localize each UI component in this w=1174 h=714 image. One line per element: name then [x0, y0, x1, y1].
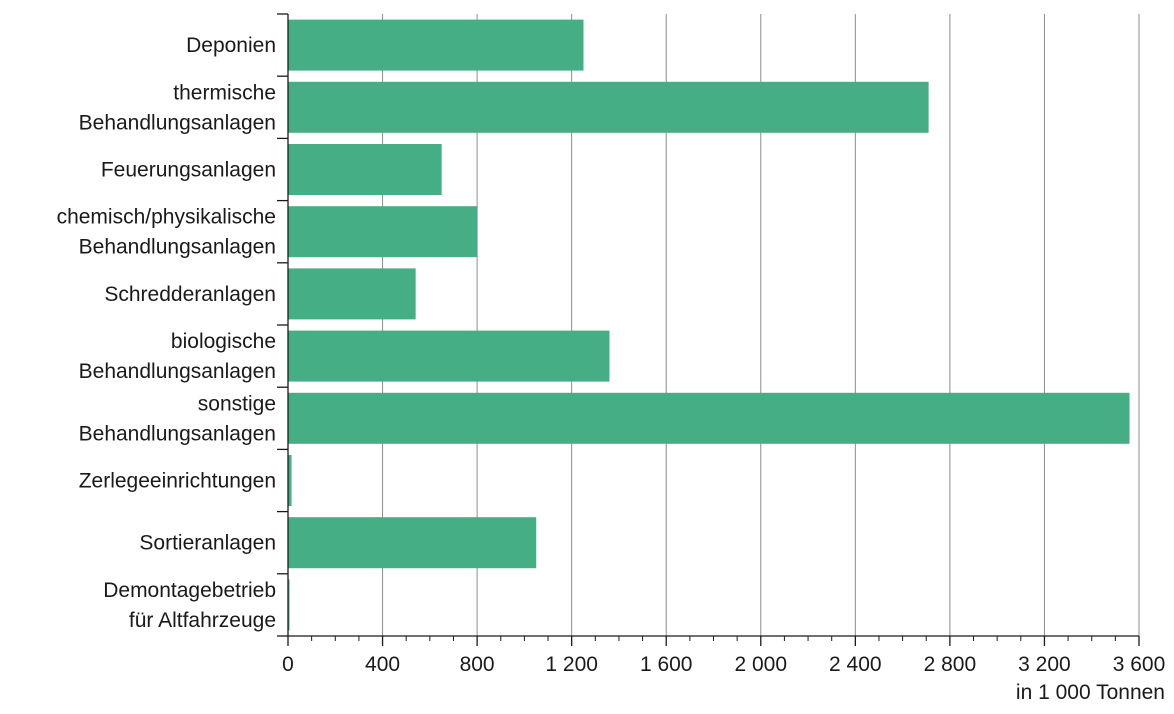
category-label-line: Demontagebetrieb [103, 579, 276, 602]
category-label-line: Schredderanlagen [104, 283, 276, 306]
category-label: Deponien [186, 34, 276, 57]
category-label-line: chemisch/physikalische [57, 206, 276, 229]
bar [288, 392, 1130, 444]
category-label-line: thermische [173, 81, 276, 104]
category-label-line: Behandlungsanlagen [79, 236, 276, 259]
category-label: Zerlegeeinrichtungen [79, 470, 276, 493]
bar [288, 81, 929, 133]
category-label: sonstige Behandlungsanlagen [79, 392, 276, 445]
x-tick-label: 3 600 [1113, 653, 1166, 676]
x-tick-label: 3 200 [1018, 653, 1071, 676]
bar [288, 330, 610, 382]
category-label-line: Zerlegeeinrichtungen [79, 470, 276, 493]
bar [288, 268, 416, 320]
category-label-line: sonstige [198, 392, 276, 415]
x-tick-label: 2 400 [829, 653, 882, 676]
category-label-line: für Altfahrzeuge [129, 609, 276, 632]
category-label-line: biologische [171, 330, 276, 353]
category-label: thermische Behandlungsanlagen [79, 81, 276, 134]
category-label: Feuerungsanlagen [101, 159, 276, 182]
bar [288, 579, 290, 631]
x-tick-label: 400 [365, 653, 400, 676]
x-tick-label: 0 [282, 653, 294, 676]
category-label-line: Behandlungsanlagen [79, 111, 276, 134]
bar [288, 206, 478, 258]
x-axis-unit-label: in 1 000 Tonnen [1016, 681, 1165, 704]
x-tick-label: 2 000 [734, 653, 787, 676]
category-label-line: Sortieranlagen [139, 532, 276, 555]
x-tick-label: 1 200 [545, 653, 598, 676]
category-labels: Deponien thermische Behandlungsanlagen Feue… [57, 34, 276, 632]
bar [288, 19, 584, 71]
category-label-line: Behandlungsanlagen [79, 360, 276, 383]
x-tick-label: 2 800 [924, 653, 977, 676]
bars [288, 19, 1130, 631]
bar [288, 454, 292, 507]
bar [288, 517, 537, 569]
bar [288, 143, 442, 196]
category-label: Demontagebetrieb für Altfahrzeuge [103, 579, 276, 632]
category-label: biologische Behandlungsanlagen [79, 330, 276, 383]
axes [277, 13, 1140, 646]
category-label-line: Deponien [186, 34, 276, 57]
category-label-line: Behandlungsanlagen [79, 422, 276, 445]
category-label: Sortieranlagen [139, 532, 276, 555]
x-tick-labels: 0 400 800 1 200 1 600 2 000 2 400 2 800 3 200 3 6… [282, 653, 1165, 676]
category-label-line: Feuerungsanlagen [101, 159, 276, 182]
x-tick-label: 800 [460, 653, 495, 676]
x-tick-label: 1 600 [640, 653, 693, 676]
category-label: chemisch/physikalische Behandlungsanlagen [57, 206, 276, 259]
category-label: Schredderanlagen [104, 283, 276, 306]
